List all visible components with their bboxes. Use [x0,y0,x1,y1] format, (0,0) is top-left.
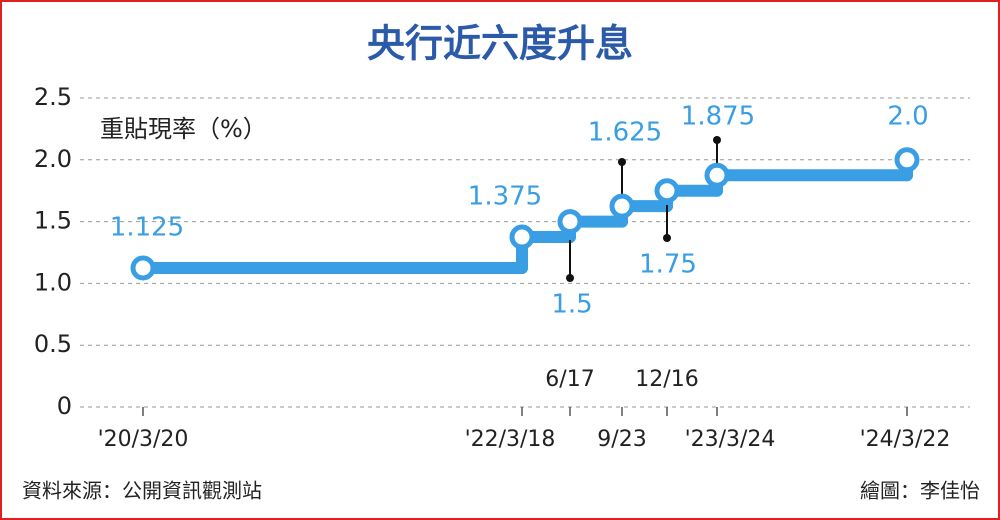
credit: 繪圖：李佳怡 [860,479,980,503]
point [130,255,156,281]
source: 資料來源：公開資訊觀測站 [22,479,262,503]
point [609,193,635,219]
x-tick-label: 9/23 [597,427,646,452]
point [894,147,920,173]
y-axis-label: 重貼現率（%） [100,115,267,143]
x-tick-label: '24/3/22 [860,427,951,452]
value-label: 1.375 [468,182,542,212]
value-label: 1.125 [110,213,184,243]
value-label: 1.625 [588,118,662,148]
value-label: 2.0 [887,102,928,132]
y-tick-label: 0 [57,392,72,420]
value-label: 1.75 [639,250,697,280]
x-tick-label: '23/3/24 [685,427,776,452]
x-tick-label: 6/17 [545,367,594,392]
value-label: 1.875 [681,102,755,132]
x-tick-label: '20/3/20 [98,427,189,452]
leader-dot [713,136,721,144]
leader-dot [663,234,671,242]
x-tick-label: 12/16 [635,367,698,392]
y-tick-label: 1.5 [34,207,72,235]
y-tick-label: 2.5 [34,83,72,111]
leader-dot [566,274,574,282]
point [509,224,535,250]
y-tick-label: 1.0 [34,268,72,296]
chart-title: 央行近六度升息 [367,22,633,66]
point [704,162,730,188]
value-label: 1.5 [551,290,592,320]
leader-dot [618,158,626,166]
x-tick-label: '22/3/18 [465,427,556,452]
y-tick-label: 0.5 [34,330,72,358]
y-tick-label: 2.0 [34,145,72,173]
point [654,178,680,204]
point [557,209,583,235]
